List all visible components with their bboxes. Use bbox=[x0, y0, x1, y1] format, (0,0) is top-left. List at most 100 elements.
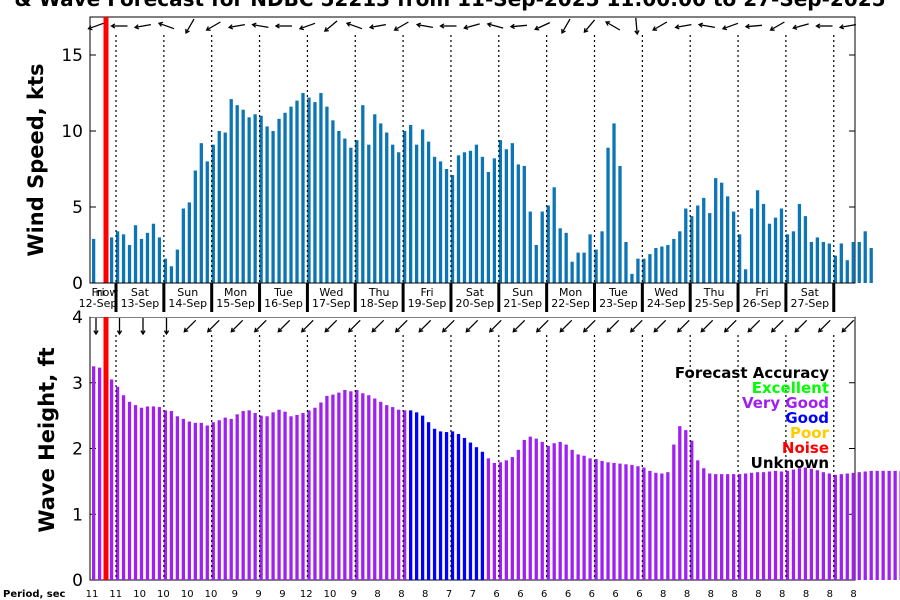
wind-bar bbox=[696, 205, 700, 283]
wind-bar bbox=[121, 234, 126, 283]
wind-bar bbox=[821, 241, 825, 283]
wave-bar bbox=[624, 464, 628, 580]
day-date: 24-Sep bbox=[647, 297, 686, 310]
wave-bar bbox=[223, 417, 227, 580]
wind-direction-arrow-icon bbox=[323, 20, 338, 32]
wave-bar bbox=[337, 392, 341, 580]
legend-item: Excellent bbox=[752, 379, 829, 397]
wind-direction-arrow-icon bbox=[697, 22, 716, 29]
legend-item: Very Good bbox=[742, 394, 829, 412]
wind-direction-arrow-icon bbox=[509, 23, 528, 30]
wave-bar bbox=[175, 416, 180, 580]
wind-bar bbox=[187, 202, 191, 283]
period-value: 9 bbox=[351, 589, 357, 600]
wind-bar bbox=[648, 254, 652, 283]
wave-bar bbox=[109, 379, 114, 580]
wave-bar bbox=[361, 393, 365, 580]
wave-direction-arrow-icon bbox=[747, 319, 761, 333]
wave-bar bbox=[193, 422, 197, 580]
wind-bar bbox=[349, 147, 353, 283]
period-value: 8 bbox=[755, 589, 761, 600]
wave-bar bbox=[636, 466, 640, 580]
wave-bar bbox=[714, 474, 718, 580]
day-name: Sat bbox=[131, 286, 150, 299]
wave-direction-arrow-icon bbox=[371, 319, 385, 333]
wind-bar bbox=[420, 129, 425, 283]
wind-bar bbox=[528, 211, 532, 283]
wind-bar bbox=[737, 234, 742, 283]
wind-direction-arrow-icon bbox=[368, 23, 387, 30]
wind-bar bbox=[151, 223, 156, 283]
wave-bar bbox=[857, 472, 861, 580]
wave-bar bbox=[127, 401, 132, 580]
wind-bar bbox=[827, 243, 831, 283]
wave-bar bbox=[660, 473, 664, 581]
wave-bar bbox=[289, 416, 293, 580]
wave-bar bbox=[791, 469, 796, 580]
period-value: 9 bbox=[255, 589, 261, 600]
wind-bar bbox=[109, 237, 114, 283]
wave-bar bbox=[271, 412, 275, 580]
wave-bar bbox=[133, 405, 138, 581]
wave-bar bbox=[767, 471, 772, 580]
wind-bar bbox=[516, 164, 520, 283]
wind-bar bbox=[582, 252, 586, 283]
wave-bar bbox=[474, 447, 479, 580]
period-value: 8 bbox=[398, 589, 404, 600]
wave-bar bbox=[355, 389, 359, 580]
wave-bar bbox=[737, 474, 742, 580]
wind-bar bbox=[522, 165, 526, 283]
day-name: Fri bbox=[91, 286, 104, 299]
day-date: 27-Sep bbox=[790, 297, 829, 310]
chart-title: & Wave Forecast for NDBC 52213 from 11-S… bbox=[14, 0, 885, 11]
period-value: 6 bbox=[541, 589, 547, 600]
wave-direction-arrow-icon bbox=[163, 318, 170, 336]
day-name: Sun bbox=[512, 286, 533, 299]
legend-title: Forecast Accuracy bbox=[675, 364, 829, 382]
wind-bar bbox=[355, 140, 359, 283]
wind-bar bbox=[199, 143, 203, 283]
wave-bar bbox=[600, 460, 604, 580]
day-labels: Fri12-SepSat13-SepSun14-SepMon15-SepTue1… bbox=[79, 282, 855, 317]
wave-bar bbox=[313, 407, 317, 581]
wave-bar bbox=[552, 443, 556, 580]
wind-bar bbox=[678, 231, 682, 283]
day-name: Mon bbox=[224, 286, 247, 299]
period-value: 8 bbox=[731, 589, 737, 600]
wind-bar bbox=[295, 100, 299, 283]
wave-ytick-label: 0 bbox=[72, 571, 83, 591]
wind-bar bbox=[409, 124, 413, 283]
wind-direction-arrow-icon bbox=[133, 23, 152, 30]
wind-bar bbox=[714, 178, 718, 283]
wind-bar bbox=[301, 93, 305, 283]
period-value: 8 bbox=[374, 589, 380, 600]
wave-direction-arrow-icon bbox=[253, 319, 267, 333]
day-date: 18-Sep bbox=[360, 297, 399, 310]
wind-bar bbox=[708, 213, 712, 283]
wave-direction-arrow-icon bbox=[723, 319, 737, 333]
wind-bar bbox=[337, 131, 341, 283]
wave-bar bbox=[642, 467, 646, 580]
wave-bar bbox=[409, 410, 413, 580]
wave-bar bbox=[367, 395, 371, 580]
wave-bar bbox=[432, 428, 437, 580]
wind-speed-panel: 0 5 10 15 bbox=[61, 16, 873, 294]
wave-bar bbox=[295, 414, 299, 580]
wave-bar bbox=[678, 426, 682, 580]
wave-bar bbox=[163, 410, 168, 580]
wave-bar bbox=[450, 431, 455, 580]
wave-direction-arrow-icon bbox=[183, 319, 197, 333]
wind-ytick-label: 5 bbox=[72, 198, 83, 218]
wave-bar bbox=[606, 462, 610, 580]
wave-direction-arrow-icon bbox=[653, 319, 667, 333]
wind-bar bbox=[480, 156, 485, 283]
wind-direction-arrow-icon bbox=[674, 23, 692, 30]
wind-bar bbox=[654, 248, 658, 283]
wind-bar bbox=[791, 231, 796, 283]
wave-direction-arrow-icon bbox=[418, 319, 432, 333]
wave-bar bbox=[385, 405, 389, 581]
wave-direction-arrow-icon bbox=[140, 318, 146, 336]
wind-bar bbox=[851, 241, 855, 283]
wave-bar bbox=[534, 438, 538, 580]
period-value: 8 bbox=[422, 589, 428, 600]
